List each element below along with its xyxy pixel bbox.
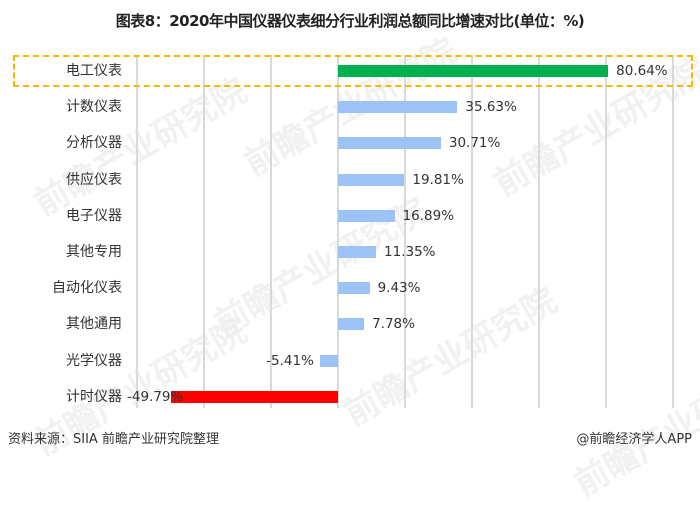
value-label: 9.43% bbox=[377, 280, 421, 297]
value-label: -49.79% bbox=[127, 388, 184, 405]
credit-note: @前瞻经济学人APP bbox=[576, 432, 692, 447]
value-label: 19.81% bbox=[412, 171, 464, 188]
category-label: 分析仪器 bbox=[66, 135, 122, 152]
gridline bbox=[337, 55, 339, 408]
gridline bbox=[672, 55, 674, 408]
data-bar bbox=[338, 209, 395, 222]
value-label: 7.78% bbox=[372, 316, 415, 333]
watermark: 前瞻产业研究院 bbox=[27, 70, 254, 225]
category-label: 其他专用 bbox=[66, 244, 122, 260]
category-label: 光学仪器 bbox=[66, 352, 122, 369]
highlight-box bbox=[13, 55, 693, 87]
gridline bbox=[136, 55, 138, 408]
chart-title: 图表8：2020年中国仪器仪表细分行业利润总额同比增速对比(单位：%) bbox=[115, 12, 585, 30]
category-label: 自动化仪表 bbox=[52, 280, 122, 297]
category-label: 计数仪表 bbox=[66, 99, 122, 116]
gridline bbox=[404, 55, 406, 408]
data-bar bbox=[338, 137, 441, 150]
data-bar bbox=[319, 354, 338, 367]
value-label: 11.35% bbox=[384, 244, 436, 260]
data-bar bbox=[338, 65, 609, 77]
category-label: 电工仪表 bbox=[66, 63, 122, 79]
data-bar bbox=[338, 246, 377, 258]
value-label: 80.64% bbox=[616, 63, 668, 79]
gridline bbox=[538, 55, 540, 408]
value-label: 35.63% bbox=[465, 99, 517, 116]
value-label: -5.41% bbox=[266, 352, 314, 369]
gridline bbox=[270, 55, 272, 408]
data-bar bbox=[171, 390, 338, 403]
category-label: 计时仪器 bbox=[66, 388, 122, 405]
value-label: 16.89% bbox=[402, 207, 455, 224]
category-label: 电子仪器 bbox=[66, 207, 122, 224]
watermark: 前瞻产业研究院 bbox=[567, 350, 700, 505]
gridline bbox=[471, 55, 473, 408]
data-bar bbox=[338, 282, 370, 295]
category-label: 其他通用 bbox=[66, 316, 122, 333]
gridline bbox=[605, 55, 607, 408]
data-bar bbox=[338, 318, 365, 331]
watermark: 前瞻产业研究院 bbox=[337, 280, 564, 435]
data-bar bbox=[338, 173, 405, 186]
data-bar bbox=[338, 101, 458, 114]
gridline bbox=[203, 55, 205, 408]
source-note: 资料来源：SIIA 前瞻产业研究院整理 bbox=[8, 432, 219, 447]
bar-chart: 前瞻产业研究院 前瞻产业研究院 前瞻产业研究院 前瞻产业研究院 前瞻产业研究院 前瞻产业研… bbox=[13, 31, 700, 504]
category-label: 供应仪表 bbox=[66, 171, 122, 188]
value-label: 30.71% bbox=[448, 135, 501, 152]
